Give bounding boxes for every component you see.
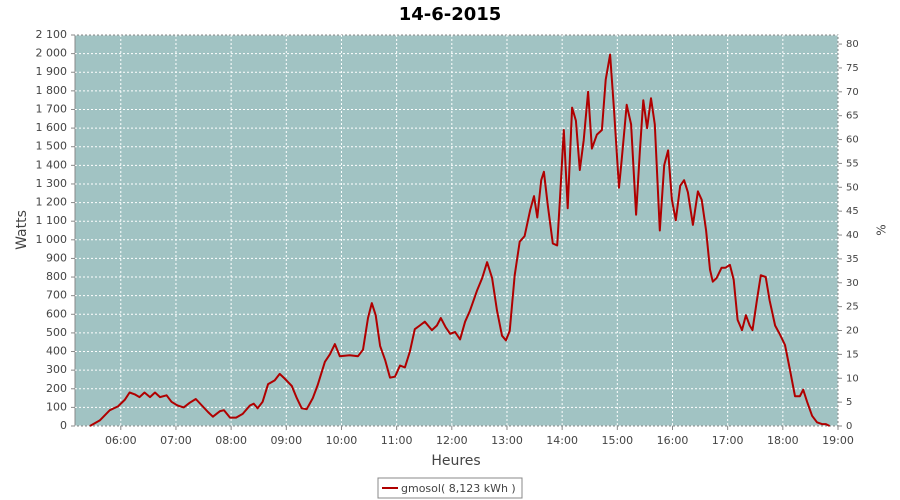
y-tick-label: 2 000 bbox=[36, 47, 68, 60]
y2-tick-label: 50 bbox=[846, 182, 859, 193]
y2-tick-label: 5 bbox=[846, 397, 852, 408]
y-tick-label: 1 500 bbox=[36, 140, 68, 153]
y-tick-label: 200 bbox=[46, 382, 67, 395]
y-tick-label: 1 600 bbox=[36, 121, 68, 134]
x-tick-label: 13:00 bbox=[491, 434, 523, 447]
y2-tick-label: 15 bbox=[846, 349, 859, 360]
y-tick-label: 1 400 bbox=[36, 158, 68, 171]
x-tick-label: 16:00 bbox=[657, 434, 689, 447]
y2-axis-label: % bbox=[875, 224, 889, 235]
y-tick-label: 1 200 bbox=[36, 196, 68, 209]
x-tick-label: 17:00 bbox=[712, 434, 744, 447]
y-tick-label: 1 300 bbox=[36, 177, 68, 190]
x-tick-label: 09:00 bbox=[270, 434, 302, 447]
y-tick-label: 900 bbox=[46, 251, 67, 264]
y2-tick-label: 10 bbox=[846, 373, 859, 384]
y-tick-label: 1 000 bbox=[36, 233, 68, 246]
data-line bbox=[89, 53, 831, 427]
y2-tick-label: 70 bbox=[846, 87, 859, 98]
y2-tick-label: 35 bbox=[846, 254, 859, 265]
y2-tick-label: 80 bbox=[846, 39, 859, 50]
y-tick-label: 2 100 bbox=[36, 28, 68, 41]
y2-tick-label: 75 bbox=[846, 63, 859, 74]
plot-area bbox=[74, 34, 839, 427]
x-tick-label: 06:00 bbox=[105, 434, 137, 447]
y-tick-label: 800 bbox=[46, 270, 67, 283]
x-axis-label: Heures bbox=[431, 453, 480, 469]
y2-tick-label: 30 bbox=[846, 278, 859, 289]
y2-tick-label: 20 bbox=[846, 326, 859, 337]
y-tick-label: 700 bbox=[46, 289, 67, 302]
x-tick-label: 18:00 bbox=[767, 434, 799, 447]
y-tick-label: 1 700 bbox=[36, 102, 68, 115]
y-tick-label: 0 bbox=[60, 419, 67, 432]
y2-tick-label: 25 bbox=[846, 302, 859, 313]
x-tick-label: 08:00 bbox=[215, 434, 247, 447]
y2-tick-label: 65 bbox=[846, 111, 859, 122]
x-tick-label: 15:00 bbox=[601, 434, 633, 447]
y-tick-label: 1 800 bbox=[36, 84, 68, 97]
y2-tick-label: 40 bbox=[846, 230, 859, 241]
y-tick-label: 100 bbox=[46, 400, 67, 413]
y2-tick-label: 55 bbox=[846, 158, 859, 169]
x-tick-label: 10:00 bbox=[326, 434, 358, 447]
x-tick-label: 19:00 bbox=[822, 434, 854, 447]
legend-box bbox=[377, 477, 523, 499]
x-tick-label: 11:00 bbox=[381, 434, 413, 447]
legend-label: gmosol( 8,123 kWh ) bbox=[401, 482, 516, 495]
y-tick-label: 300 bbox=[46, 363, 67, 376]
y-tick-label: 400 bbox=[46, 345, 67, 358]
y2-tick-label: 0 bbox=[846, 421, 852, 432]
y-tick-label: 600 bbox=[46, 307, 67, 320]
x-tick-label: 07:00 bbox=[160, 434, 192, 447]
chart-title: 14-6-2015 bbox=[399, 4, 502, 25]
y-tick-label: 1 900 bbox=[36, 65, 68, 78]
x-tick-label: 12:00 bbox=[436, 434, 468, 447]
y-tick-label: 500 bbox=[46, 326, 67, 339]
y2-tick-label: 45 bbox=[846, 206, 859, 217]
x-tick-label: 14:00 bbox=[546, 434, 578, 447]
y-tick-label: 1 100 bbox=[36, 214, 68, 227]
y-axis-label: Watts bbox=[14, 210, 30, 250]
y2-tick-label: 60 bbox=[846, 135, 859, 146]
